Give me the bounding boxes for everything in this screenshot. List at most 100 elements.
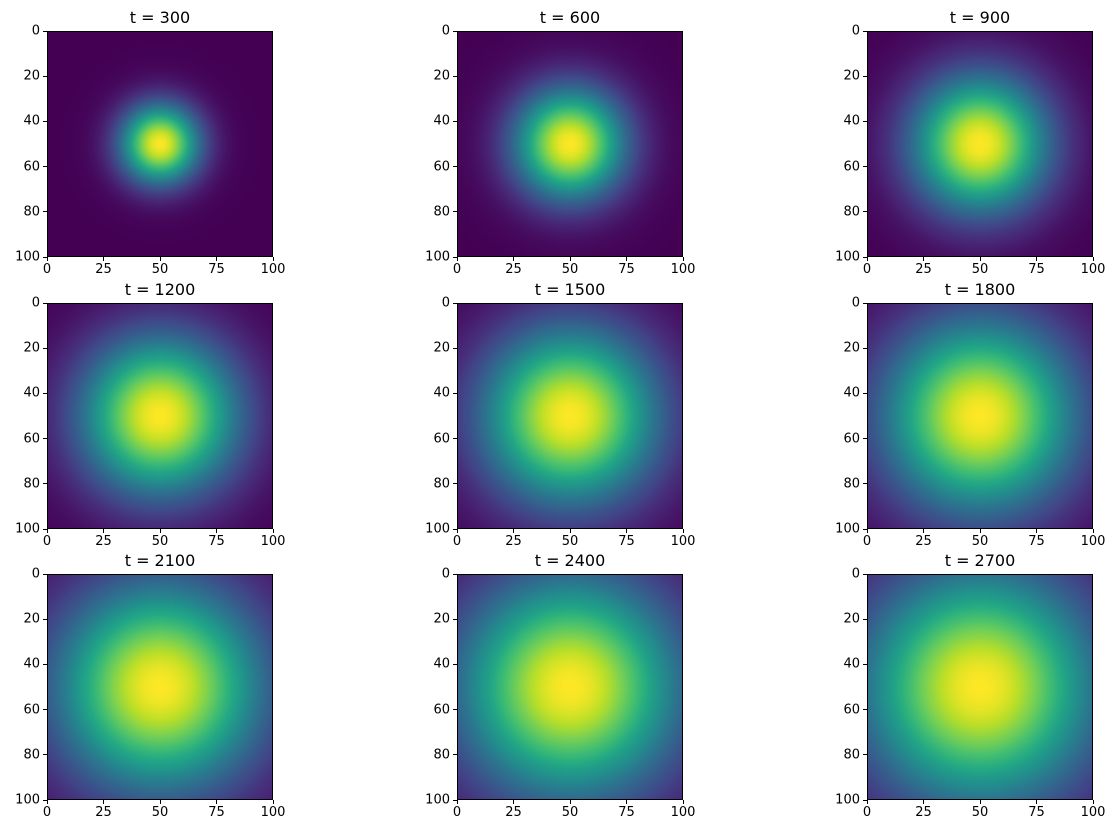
x-tick-mark — [513, 257, 514, 261]
subplot-t-1800: t = 1800 0 25 50 75 100 0 20 40 60 80 100 — [835, 281, 1105, 548]
x-tick-label: 100 — [260, 262, 286, 277]
x-tick-mark — [1092, 257, 1094, 261]
subplot-t-900: t = 900 0 25 50 75 100 0 20 40 60 80 100 — [835, 9, 1105, 276]
y-tick-label: 0 — [851, 23, 860, 39]
y-tick-label: 20 — [433, 340, 450, 356]
y-tick-label: 40 — [23, 656, 40, 672]
y-tick-label: 100 — [425, 792, 450, 808]
x-tick-mark — [569, 529, 571, 533]
subplot-title: t = 2700 — [944, 551, 1016, 570]
x-tick-mark — [456, 529, 458, 533]
y-tick-label: 40 — [433, 656, 450, 672]
x-tick-label: 0 — [42, 534, 52, 549]
y-tick-label: 0 — [441, 566, 450, 582]
x-tick-mark — [626, 529, 627, 533]
x-tick-label: 50 — [151, 262, 169, 277]
x-tick-label: 25 — [505, 534, 522, 549]
y-tick-label: 60 — [843, 159, 860, 175]
x-tick-mark — [272, 800, 274, 804]
x-tick-label: 100 — [260, 805, 286, 820]
subplot-t-1200: t = 1200 0 25 50 75 100 0 20 40 60 80 100 — [15, 281, 285, 548]
x-tick-mark — [513, 800, 514, 804]
x-tick-mark — [569, 257, 571, 261]
subplot-t-2100: t = 2100 0 25 50 75 100 0 20 40 60 80 100 — [15, 552, 285, 819]
x-tick-mark — [866, 257, 868, 261]
y-tick-label: 40 — [433, 385, 450, 401]
x-tick-label: 50 — [151, 805, 169, 820]
y-tick-label: 40 — [23, 113, 40, 129]
x-tick-label: 0 — [862, 262, 872, 277]
y-tick-label: 20 — [433, 611, 450, 627]
x-tick-label: 100 — [670, 262, 696, 277]
y-tick-label: 60 — [23, 702, 40, 718]
x-tick-label: 50 — [151, 534, 169, 549]
y-tick-label: 80 — [23, 476, 40, 492]
x-tick-label: 25 — [95, 805, 112, 820]
x-tick-label: 0 — [452, 534, 462, 549]
y-tick-label: 20 — [23, 340, 40, 356]
y-tick-label: 40 — [23, 385, 40, 401]
heatmap-image — [457, 31, 683, 257]
x-tick-mark — [216, 257, 217, 261]
x-tick-label: 75 — [618, 805, 635, 820]
y-tick-label: 80 — [843, 476, 860, 492]
x-tick-label: 25 — [95, 262, 112, 277]
x-tick-label: 50 — [561, 534, 579, 549]
heatmap-image — [867, 574, 1093, 800]
subplot-title: t = 300 — [129, 8, 191, 27]
y-tick-label: 0 — [851, 566, 860, 582]
heatmap-image — [867, 31, 1093, 257]
subplot-t-1500: t = 1500 0 25 50 75 100 0 20 40 60 80 100 — [425, 281, 695, 548]
x-tick-label: 100 — [1080, 534, 1106, 549]
x-tick-label: 75 — [208, 805, 225, 820]
y-tick-label: 80 — [433, 476, 450, 492]
y-tick-label: 20 — [843, 611, 860, 627]
x-tick-mark — [216, 529, 217, 533]
subplot-title: t = 1800 — [944, 280, 1016, 299]
y-tick-label: 0 — [441, 23, 450, 39]
x-tick-label: 25 — [505, 805, 522, 820]
x-tick-mark — [1092, 800, 1094, 804]
y-tick-label: 100 — [15, 249, 40, 265]
y-tick-label: 80 — [23, 747, 40, 763]
heatmap-image — [47, 303, 273, 529]
y-tick-label: 0 — [31, 566, 40, 582]
x-tick-label: 25 — [505, 262, 522, 277]
y-tick-label: 60 — [23, 159, 40, 175]
y-tick-label: 40 — [843, 656, 860, 672]
y-tick-label: 60 — [843, 702, 860, 718]
x-tick-mark — [456, 800, 458, 804]
x-tick-mark — [979, 257, 981, 261]
y-tick-label: 100 — [425, 249, 450, 265]
x-tick-label: 100 — [1080, 805, 1106, 820]
x-tick-mark — [103, 529, 104, 533]
x-tick-mark — [159, 529, 161, 533]
x-tick-mark — [569, 800, 571, 804]
x-tick-label: 0 — [452, 805, 462, 820]
x-tick-label: 75 — [618, 534, 635, 549]
heatmap-image — [457, 574, 683, 800]
heatmap-image — [47, 31, 273, 257]
x-tick-label: 50 — [971, 805, 989, 820]
y-tick-label: 60 — [23, 431, 40, 447]
y-tick-label: 0 — [851, 295, 860, 311]
x-tick-label: 100 — [1080, 262, 1106, 277]
x-tick-label: 100 — [670, 805, 696, 820]
subplot-t-2400: t = 2400 0 25 50 75 100 0 20 40 60 80 100 — [425, 552, 695, 819]
x-tick-mark — [1036, 257, 1037, 261]
subplot-title: t = 2400 — [534, 551, 606, 570]
y-tick-label: 60 — [433, 431, 450, 447]
x-tick-mark — [159, 257, 161, 261]
subplot-title: t = 2100 — [124, 551, 196, 570]
y-tick-label: 100 — [835, 521, 860, 537]
y-tick-label: 60 — [433, 159, 450, 175]
x-tick-mark — [923, 529, 924, 533]
y-tick-label: 100 — [835, 792, 860, 808]
x-tick-label: 50 — [561, 262, 579, 277]
x-tick-mark — [46, 257, 48, 261]
y-tick-label: 60 — [433, 702, 450, 718]
x-tick-mark — [1092, 529, 1094, 533]
x-tick-label: 50 — [971, 534, 989, 549]
x-tick-label: 75 — [618, 262, 635, 277]
